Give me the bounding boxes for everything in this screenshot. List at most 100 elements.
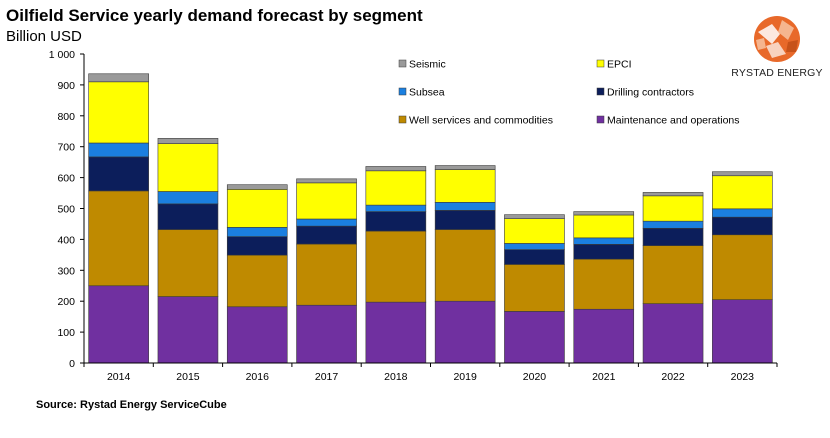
bar-segment-maintenance-2018 xyxy=(365,301,427,364)
bar-segment-drilling-2023 xyxy=(712,216,773,236)
bar-segment-subsea-2022 xyxy=(642,220,704,229)
rystad-logo: RYSTAD ENERGY xyxy=(728,12,826,82)
y-tick-label-100: 100 xyxy=(57,327,75,339)
x-tick-label-2023: 2023 xyxy=(731,371,755,383)
bar-segment-subsea-2015 xyxy=(157,191,219,205)
x-tick-label-2020: 2020 xyxy=(523,371,547,383)
legend-swatch-epci xyxy=(596,59,605,68)
bar-segment-seismic-2017 xyxy=(296,178,357,184)
bar-segment-subsea-2021 xyxy=(573,237,635,245)
y-tick-label-600: 600 xyxy=(57,173,75,185)
x-tick-label-2015: 2015 xyxy=(176,371,200,383)
legend-swatch-well_services xyxy=(398,115,407,124)
bar-segment-drilling-2017 xyxy=(296,225,357,245)
bar-segment-epci-2016 xyxy=(226,189,288,228)
bar-segment-epci-2020 xyxy=(504,218,565,244)
bar-segment-subsea-2019 xyxy=(434,202,496,211)
bar-segment-well_services-2015 xyxy=(157,229,219,297)
bar-segment-well_services-2017 xyxy=(296,243,357,306)
bar-segment-well_services-2019 xyxy=(434,229,496,302)
bar-segment-epci-2022 xyxy=(642,195,704,222)
x-tick-label-2017: 2017 xyxy=(315,371,339,383)
x-tick-label-2022: 2022 xyxy=(661,371,685,383)
bar-segment-maintenance-2023 xyxy=(712,299,773,364)
bar-segment-epci-2021 xyxy=(573,214,635,239)
logo-text: RYSTAD ENERGY xyxy=(731,67,823,79)
bar-segment-well_services-2023 xyxy=(712,234,773,300)
bar-segment-maintenance-2016 xyxy=(226,306,288,364)
bar-segment-seismic-2019 xyxy=(434,165,496,170)
bar-segment-drilling-2015 xyxy=(157,203,219,230)
chart-title: Oilfield Service yearly demand forecast … xyxy=(6,6,423,25)
bar-segment-maintenance-2015 xyxy=(157,296,219,364)
bar-segment-epci-2018 xyxy=(365,170,427,206)
bar-segment-seismic-2021 xyxy=(573,211,635,216)
bar-segment-seismic-2014 xyxy=(88,73,149,83)
bar-segment-drilling-2021 xyxy=(573,244,635,260)
axes-group: 2014 2015 2016 2017 2018 2019 2020 2021 2022 2023… xyxy=(49,49,778,383)
bar-segment-well_services-2016 xyxy=(226,254,288,308)
bar-segment-seismic-2018 xyxy=(365,166,427,172)
legend-label-well_services: Well services and commodities xyxy=(409,115,553,127)
bar-segment-maintenance-2022 xyxy=(642,303,704,364)
bar-segment-seismic-2023 xyxy=(712,171,773,177)
bar-segment-drilling-2019 xyxy=(434,210,496,230)
x-tick-label-2021: 2021 xyxy=(592,371,616,383)
y-tick-label-0: 0 xyxy=(69,358,75,370)
y-tick-label-800: 800 xyxy=(57,111,75,123)
source-note: Source: Rystad Energy ServiceCube xyxy=(36,399,227,411)
bar-segment-well_services-2020 xyxy=(504,264,565,312)
chart-subtitle: Billion USD xyxy=(6,28,82,45)
x-tick-label-2018: 2018 xyxy=(384,371,408,383)
globe-logo-icon xyxy=(754,16,800,62)
bar-segment-seismic-2016 xyxy=(226,184,288,190)
bar-segment-epci-2014 xyxy=(88,81,149,144)
bar-segment-well_services-2018 xyxy=(365,230,427,303)
legend-group: Seismic EPCI Subsea Drilling contractors Wel… xyxy=(398,59,740,127)
bar-segment-well_services-2021 xyxy=(573,258,635,310)
x-tick-label-2019: 2019 xyxy=(453,371,477,383)
y-tick-label-200: 200 xyxy=(57,296,75,308)
bar-segment-maintenance-2020 xyxy=(504,311,565,364)
bar-segment-maintenance-2019 xyxy=(434,300,496,364)
bar-segment-drilling-2020 xyxy=(504,249,565,265)
bar-segment-subsea-2020 xyxy=(504,243,565,250)
bars-group xyxy=(88,73,773,364)
bar-segment-seismic-2015 xyxy=(157,138,219,144)
bar-segment-seismic-2020 xyxy=(504,214,565,219)
bar-segment-drilling-2014 xyxy=(88,156,149,192)
bar-segment-epci-2015 xyxy=(157,143,219,192)
legend-swatch-seismic xyxy=(398,59,407,68)
y-tick-label-900: 900 xyxy=(57,80,75,92)
bar-segment-well_services-2022 xyxy=(642,245,704,304)
bar-segment-drilling-2018 xyxy=(365,211,427,232)
bar-segment-subsea-2018 xyxy=(365,204,427,212)
legend-label-seismic: Seismic xyxy=(409,59,446,71)
bar-segment-subsea-2016 xyxy=(226,227,288,237)
bar-segment-epci-2019 xyxy=(434,169,496,203)
x-tick-label-2014: 2014 xyxy=(107,371,131,383)
bar-segment-subsea-2023 xyxy=(712,208,773,218)
y-tick-label-400: 400 xyxy=(57,234,75,246)
bar-segment-maintenance-2014 xyxy=(88,285,149,364)
bar-segment-epci-2017 xyxy=(296,182,357,220)
x-tick-label-2016: 2016 xyxy=(246,371,270,383)
bar-segment-well_services-2014 xyxy=(88,190,149,287)
legend-label-subsea: Subsea xyxy=(409,87,445,99)
bar-segment-maintenance-2021 xyxy=(573,308,635,364)
bar-segment-epci-2023 xyxy=(712,175,773,210)
bar-segment-drilling-2022 xyxy=(642,227,704,246)
y-tick-label-700: 700 xyxy=(57,142,75,154)
bar-segment-seismic-2022 xyxy=(642,192,704,197)
legend-swatch-maintenance xyxy=(596,115,605,124)
y-tick-label-1000: 1 000 xyxy=(49,49,75,61)
legend-label-maintenance: Maintenance and operations xyxy=(607,115,740,127)
y-tick-label-300: 300 xyxy=(57,265,75,277)
bar-segment-subsea-2017 xyxy=(296,218,357,227)
legend-swatch-drilling xyxy=(596,87,605,96)
bar-segment-maintenance-2017 xyxy=(296,304,357,364)
y-tick-label-500: 500 xyxy=(57,204,75,216)
legend-label-drilling: Drilling contractors xyxy=(607,87,694,99)
legend-label-epci: EPCI xyxy=(607,59,632,71)
